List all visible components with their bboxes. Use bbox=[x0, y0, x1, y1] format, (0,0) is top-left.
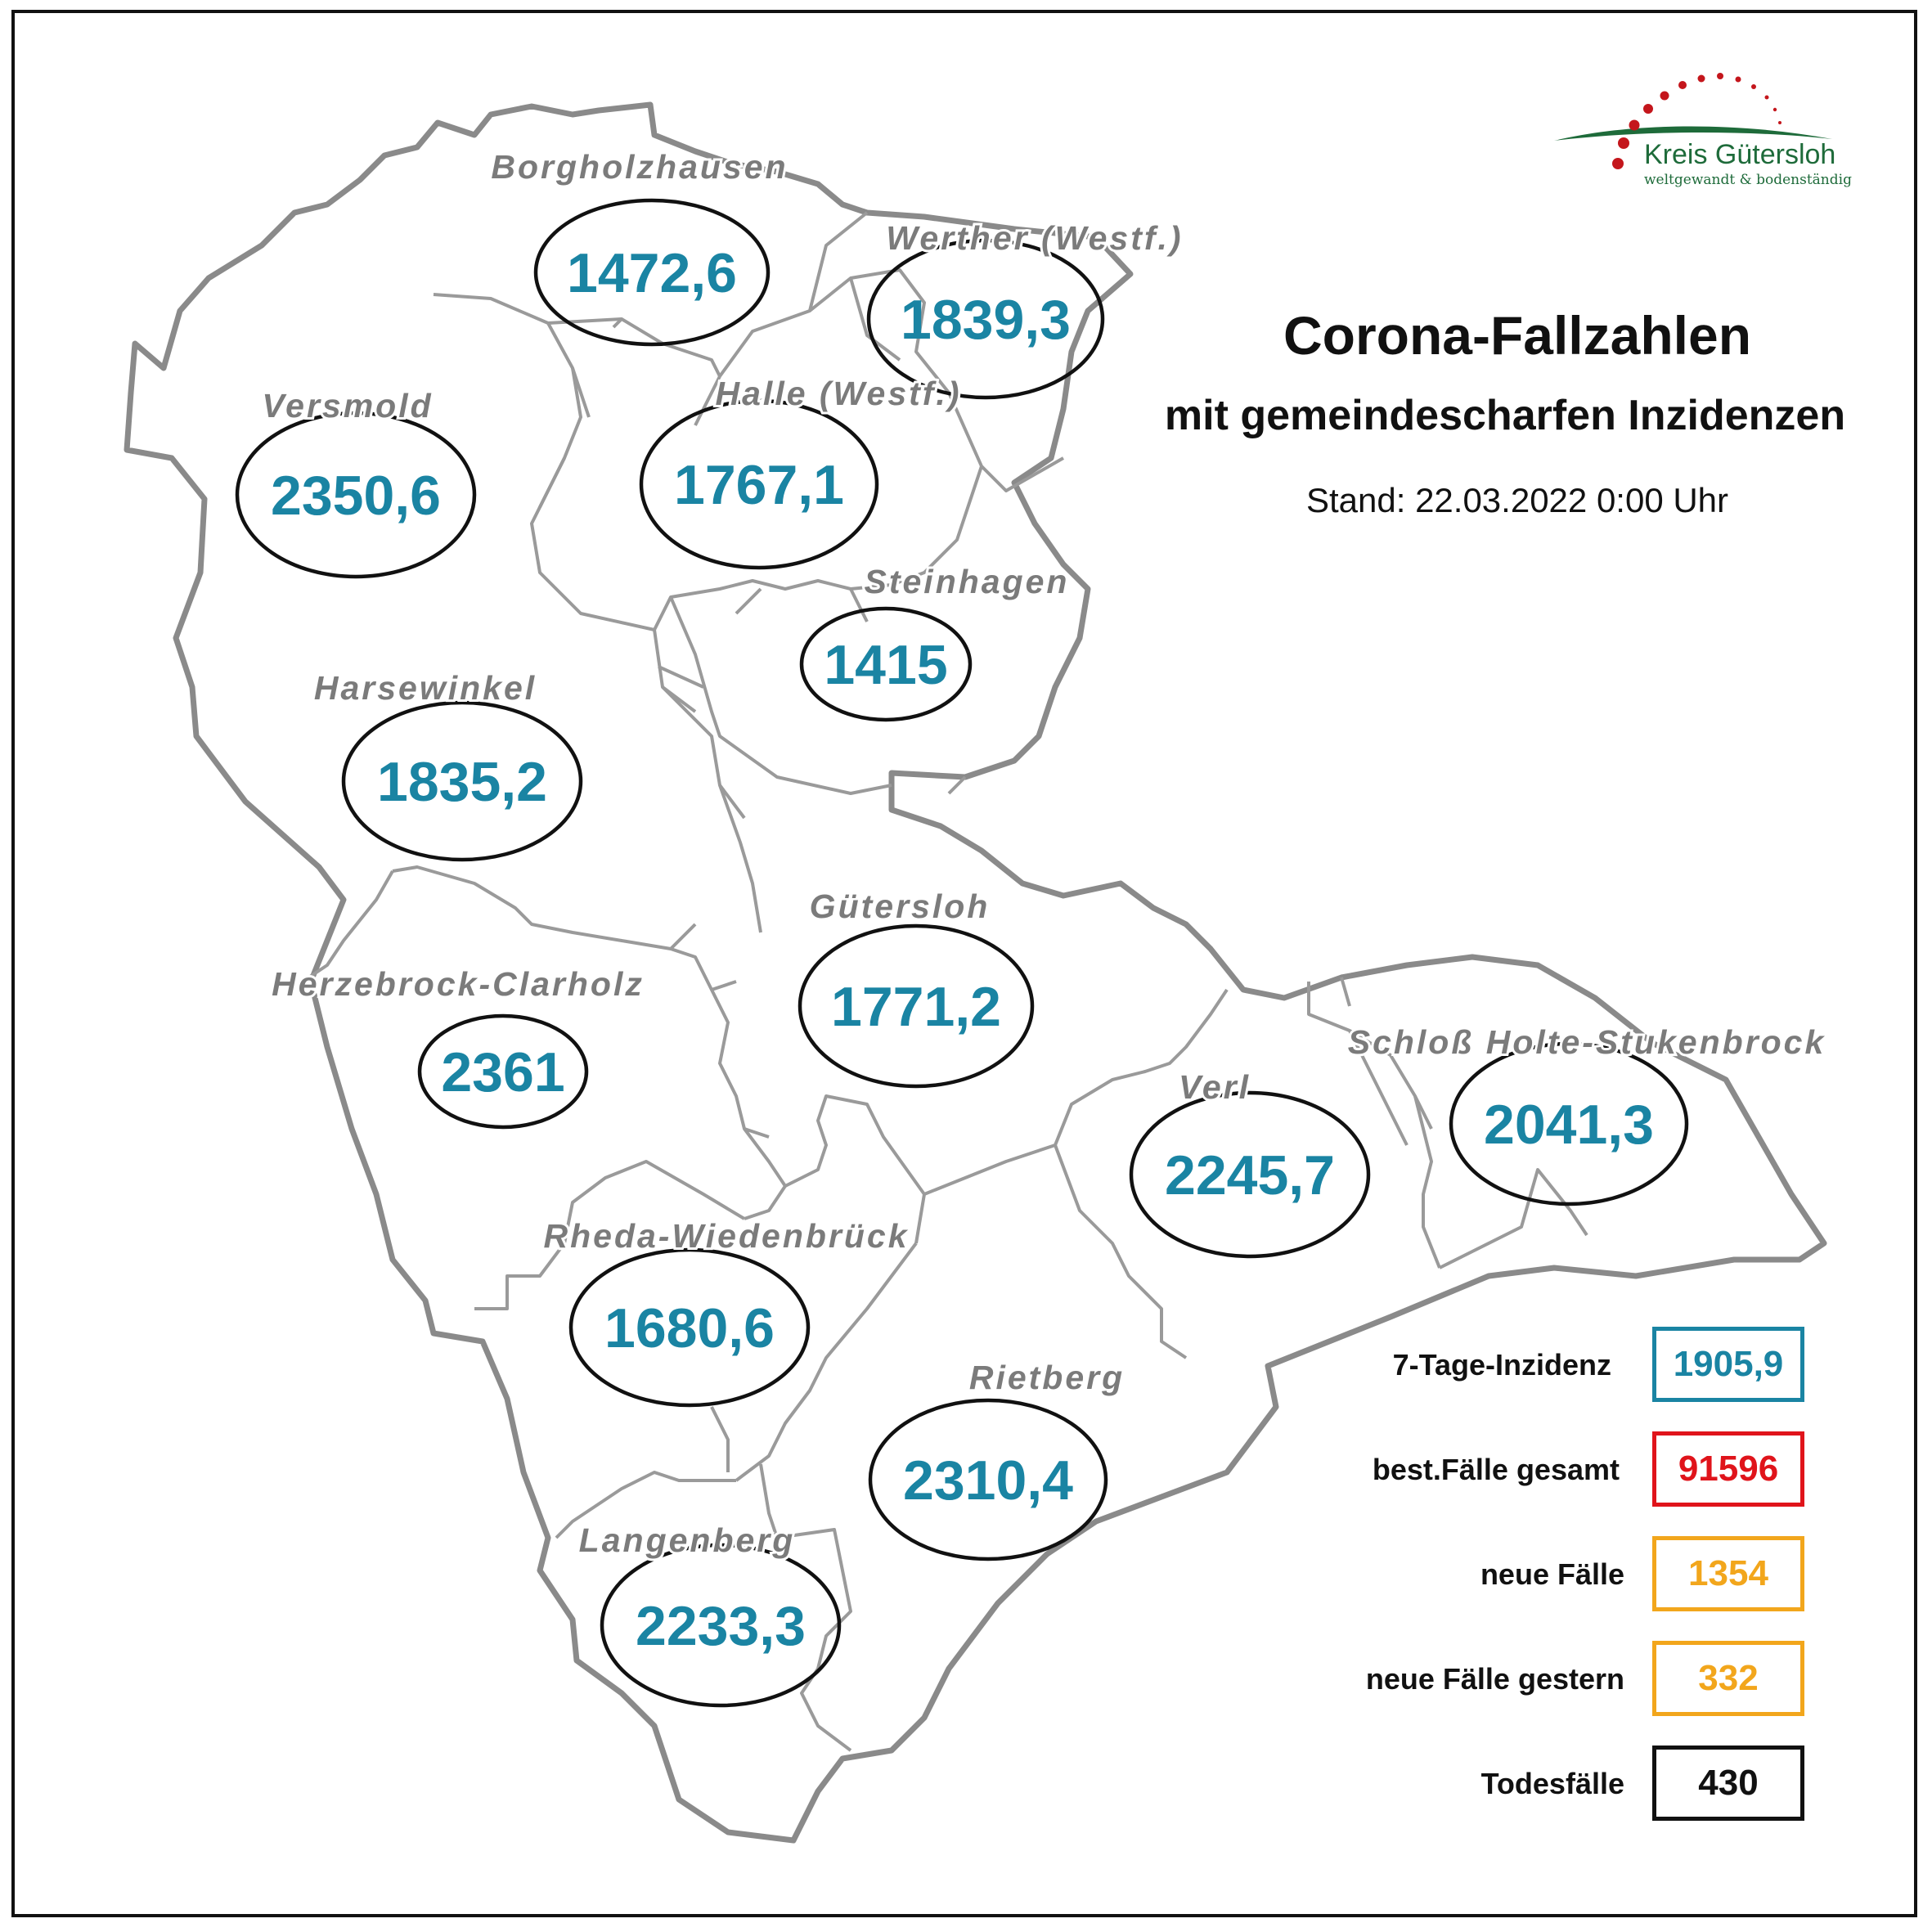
municipality-halle-westf: Halle (Westf.) 1767,1 bbox=[639, 372, 962, 570]
incidence-value: 2233,3 bbox=[636, 1595, 806, 1657]
logo-hill bbox=[1554, 126, 1832, 141]
legend-value-deaths: 430 bbox=[1652, 1746, 1804, 1821]
municipality-werther-westf: Werther (Westf.) 1839,3 bbox=[866, 217, 1184, 400]
incidence-ellipse bbox=[639, 398, 879, 570]
legend-label-new-cases-yesterday: neue Fälle gestern bbox=[1365, 1662, 1624, 1696]
incidence-value: 2361 bbox=[441, 1041, 564, 1103]
incidence-ellipse bbox=[533, 198, 771, 347]
incidence-ellipse bbox=[868, 1398, 1108, 1561]
municipality-borgholzhausen: Borgholzhausen 1472,6 bbox=[488, 146, 789, 347]
legend-value-incidence: 1905,9 bbox=[1652, 1327, 1804, 1402]
incidence-ellipse bbox=[1129, 1090, 1371, 1259]
municipality-name: Verl bbox=[1179, 1068, 1251, 1106]
incidence-value: 1767,1 bbox=[674, 454, 844, 516]
incidence-value: 1472,6 bbox=[567, 242, 737, 304]
incidence-ellipse bbox=[798, 923, 1035, 1089]
municipality-name: Steinhagen bbox=[865, 563, 1070, 600]
municipality-harsewinkel: Harsewinkel 1835,2 bbox=[312, 667, 583, 862]
municipality-name: Langenberg bbox=[579, 1521, 796, 1559]
incidence-value: 2310,4 bbox=[903, 1449, 1073, 1512]
outer-frame bbox=[11, 10, 1917, 1917]
logo-emblem bbox=[1554, 73, 1832, 169]
legend-value-new-cases: 1354 bbox=[1652, 1536, 1804, 1611]
page-title: Corona-Fallzahlen bbox=[1283, 305, 1752, 366]
municipality-layer: Borgholzhausen 1472,6 Werther (Westf.) 1839… bbox=[235, 146, 1826, 1708]
municipality-rietberg: Rietberg 2310,4 bbox=[868, 1356, 1125, 1561]
legend-value-total-cases: 91596 bbox=[1652, 1431, 1804, 1507]
municipality-name: Harsewinkel bbox=[314, 669, 537, 707]
municipality-verl: Verl 2245,7 bbox=[1129, 1066, 1371, 1259]
incidence-value: 1415 bbox=[824, 634, 947, 696]
legend-value-new-cases-yesterday: 332 bbox=[1652, 1641, 1804, 1716]
municipality-name: Halle (Westf.) bbox=[716, 375, 962, 412]
timestamp: Stand: 22.03.2022 0:00 Uhr bbox=[1305, 481, 1729, 519]
incidence-value: 1835,2 bbox=[377, 751, 547, 813]
logo-name: Kreis Gütersloh bbox=[1644, 139, 1836, 170]
incidence-ellipse bbox=[341, 700, 583, 862]
municipality-versmold: Versmold 2350,6 bbox=[235, 384, 477, 579]
municipality-name: Versmold bbox=[262, 387, 433, 425]
incidence-ellipse bbox=[1449, 1041, 1689, 1206]
incidence-ellipse bbox=[235, 411, 477, 579]
municipality-g-tersloh: Gütersloh 1771,2 bbox=[798, 885, 1035, 1089]
incidence-value: 1839,3 bbox=[901, 289, 1071, 351]
municipality-langenberg: Langenberg 2233,3 bbox=[577, 1519, 842, 1708]
municipality-name: Herzebrock-Clarholz bbox=[272, 965, 645, 1003]
incidence-ellipse bbox=[866, 238, 1105, 400]
legend-label-total-cases: best.Fälle gesamt bbox=[1372, 1453, 1620, 1486]
municipality-rheda-wiedenbr-ck: Rheda-Wiedenbrück 1680,6 bbox=[541, 1215, 910, 1408]
incidence-value: 1680,6 bbox=[604, 1297, 775, 1359]
municipality-name: Schloß Holte-Stukenbrock bbox=[1348, 1023, 1826, 1061]
municipality-name: Gütersloh bbox=[810, 887, 991, 925]
incidence-value: 2041,3 bbox=[1484, 1094, 1654, 1156]
incidence-ellipse bbox=[417, 1013, 589, 1130]
logo-dots bbox=[1612, 73, 1781, 169]
logo-tagline: weltgewandt & bodenständig bbox=[1644, 172, 1852, 188]
incidence-ellipse bbox=[600, 1543, 842, 1708]
incidence-value: 2245,7 bbox=[1165, 1144, 1335, 1206]
municipality-name: Werther (Westf.) bbox=[886, 219, 1183, 257]
page-subtitle: mit gemeindescharfen Inzidenzen bbox=[1164, 392, 1846, 439]
district-outline bbox=[124, 101, 1827, 1844]
legend-label-new-cases: neue Fälle bbox=[1480, 1557, 1624, 1591]
incidence-ellipse bbox=[799, 606, 973, 722]
municipality-herzebrock-clarholz: Herzebrock-Clarholz 2361 bbox=[269, 963, 645, 1130]
incidence-value: 1771,2 bbox=[831, 976, 1001, 1038]
municipality-name: Borgholzhausen bbox=[491, 148, 788, 186]
municipality-steinhagen: Steinhagen 1415 bbox=[799, 560, 1070, 722]
incidence-ellipse bbox=[568, 1247, 811, 1408]
legend-label-deaths: Todesfälle bbox=[1480, 1767, 1624, 1800]
legend-label-incidence: 7-Tage-Inzidenz bbox=[1392, 1348, 1611, 1382]
municipality-name: Rietberg bbox=[969, 1359, 1125, 1396]
incidence-value: 2350,6 bbox=[271, 465, 441, 527]
municipality-schlo-holte-stukenbrock: Schloß Holte-Stukenbrock 2041,3 bbox=[1346, 1021, 1826, 1206]
municipality-name: Rheda-Wiedenbrück bbox=[543, 1217, 909, 1255]
